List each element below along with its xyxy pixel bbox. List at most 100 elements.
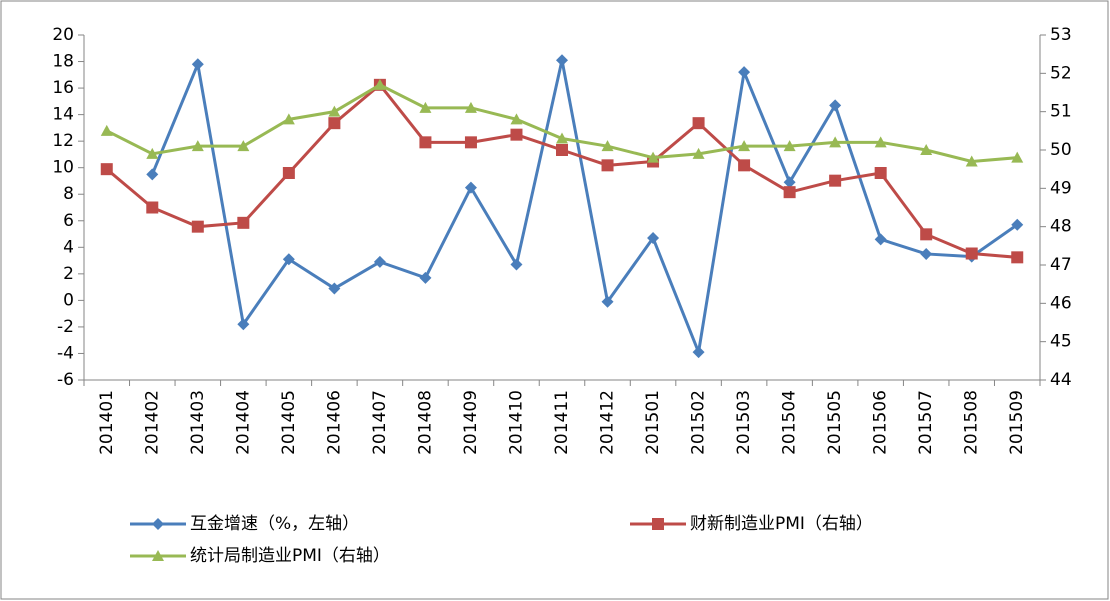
point xyxy=(965,247,978,260)
point xyxy=(152,550,164,561)
point xyxy=(738,66,751,79)
x-tick-label: 201509 xyxy=(1007,390,1027,455)
y-tick-label: 8 xyxy=(63,184,74,204)
x-tick-label: 201404 xyxy=(233,390,253,455)
point xyxy=(647,151,660,163)
y2-tick-label: 47 xyxy=(1050,255,1072,275)
y-tick-label: 16 xyxy=(52,78,74,98)
point xyxy=(419,271,432,284)
point xyxy=(601,140,614,152)
point xyxy=(601,159,614,172)
point xyxy=(738,140,751,152)
point xyxy=(874,136,887,148)
y2-tick-label: 50 xyxy=(1050,140,1072,160)
point xyxy=(556,132,568,144)
point xyxy=(829,99,842,112)
point xyxy=(829,174,842,187)
point xyxy=(282,253,295,266)
y-tick-label: 0 xyxy=(63,290,74,310)
y2-tick-label: 53 xyxy=(1050,25,1072,45)
point xyxy=(1011,218,1024,231)
point xyxy=(510,128,523,141)
y-tick-label: 18 xyxy=(52,52,74,72)
x-tick-label: 201504 xyxy=(780,390,800,455)
point xyxy=(152,518,164,530)
y-tick-label: 4 xyxy=(63,237,74,257)
point xyxy=(328,117,341,130)
point xyxy=(874,167,887,179)
point xyxy=(965,155,978,167)
x-tick-label: 201406 xyxy=(324,390,344,455)
x-tick-label: 201402 xyxy=(142,390,162,455)
point xyxy=(920,144,933,155)
y2-tick-label: 45 xyxy=(1050,332,1072,352)
point xyxy=(464,101,477,113)
x-tick-label: 201410 xyxy=(506,390,526,455)
y-tick-label: 20 xyxy=(52,25,74,45)
point xyxy=(419,101,432,113)
x-tick-label: 201401 xyxy=(97,390,117,455)
point xyxy=(738,159,751,172)
point xyxy=(874,233,887,246)
point xyxy=(282,167,295,179)
point xyxy=(282,113,295,125)
point xyxy=(1011,151,1024,163)
point xyxy=(100,163,113,176)
point xyxy=(510,113,523,125)
point xyxy=(191,140,204,152)
x-tick-label: 201506 xyxy=(871,390,891,455)
y-tick-label: 6 xyxy=(63,211,74,231)
point xyxy=(920,247,933,260)
point xyxy=(464,136,477,149)
legend-label: 财新制造业PMI（右轴） xyxy=(690,514,873,534)
y2-tick-label: 44 xyxy=(1050,370,1072,390)
point xyxy=(237,318,250,331)
y-tick-label: -6 xyxy=(57,370,74,390)
point xyxy=(920,228,933,241)
x-tick-label: 201507 xyxy=(916,390,936,455)
y2-tick-label: 49 xyxy=(1050,178,1072,198)
x-tick-label: 201405 xyxy=(279,390,299,455)
point xyxy=(783,140,796,152)
point xyxy=(601,295,614,308)
point xyxy=(692,117,705,130)
x-tick-label: 201411 xyxy=(552,390,572,455)
y-tick-label: -4 xyxy=(57,343,74,363)
x-tick-label: 201412 xyxy=(598,390,618,455)
y-tick-label: 12 xyxy=(52,131,74,151)
point xyxy=(1011,251,1024,264)
point xyxy=(191,58,204,71)
point xyxy=(328,105,341,117)
point xyxy=(692,346,705,359)
point xyxy=(191,220,204,233)
point xyxy=(146,201,159,214)
legend-label: 互金增速（%，左轴） xyxy=(190,514,359,534)
legend-label: 统计局制造业PMI（右轴） xyxy=(190,546,390,566)
x-tick-label: 201505 xyxy=(825,390,845,455)
point xyxy=(419,136,432,149)
point xyxy=(464,181,477,194)
point xyxy=(373,78,386,90)
y2-tick-label: 48 xyxy=(1050,217,1072,237)
x-tick-label: 201409 xyxy=(461,390,481,455)
point xyxy=(647,232,660,245)
x-tick-label: 201407 xyxy=(370,390,390,455)
x-tick-label: 201403 xyxy=(188,390,208,455)
x-tick-label: 201501 xyxy=(643,390,663,455)
point xyxy=(146,168,159,181)
point xyxy=(146,147,159,159)
y-tick-label: 14 xyxy=(52,105,74,125)
point xyxy=(510,258,523,271)
point xyxy=(652,518,664,530)
point xyxy=(829,136,842,148)
point xyxy=(237,140,250,152)
point xyxy=(556,54,568,67)
x-tick-label: 201508 xyxy=(962,390,982,455)
point xyxy=(373,255,386,268)
point xyxy=(692,147,705,159)
x-tick-label: 201408 xyxy=(415,390,435,455)
y2-tick-label: 46 xyxy=(1050,293,1072,313)
y2-tick-label: 52 xyxy=(1050,63,1072,83)
point xyxy=(237,216,250,229)
